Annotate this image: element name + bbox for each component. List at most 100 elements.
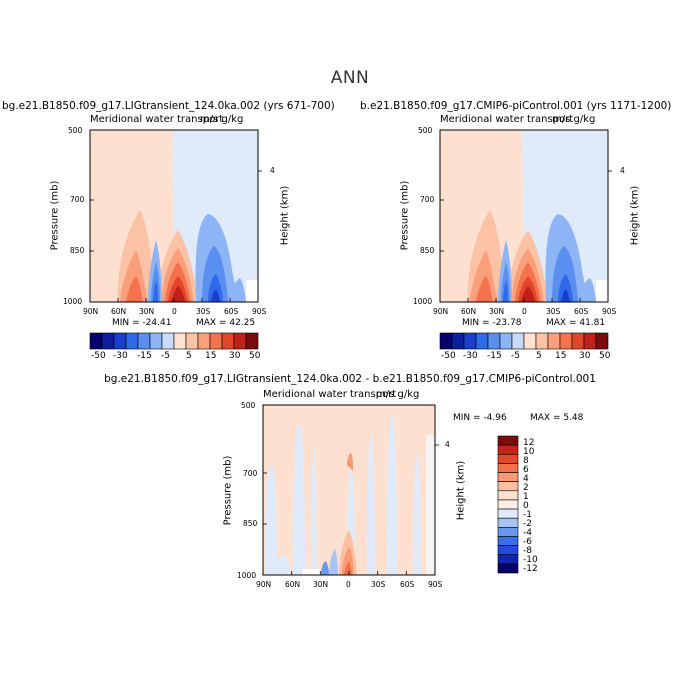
colorbar-swatch	[497, 453, 519, 464]
panel-pi-ytick: 700	[420, 195, 435, 204]
colorbar-swatch	[113, 332, 127, 350]
panel-pi-colorbar-label: -30	[463, 351, 478, 361]
panel-diff-ylabel: Pressure (mb)	[222, 455, 234, 526]
contour-region	[367, 435, 375, 575]
panel-diff-xtick: 30N	[313, 580, 329, 589]
panel-pi-colorbar-label: -5	[511, 351, 520, 361]
panel-pi-xtick: 90S	[602, 307, 617, 316]
colorbar-swatch	[559, 332, 573, 350]
contour-region	[329, 549, 338, 575]
panel-pi-ytick: 500	[418, 126, 433, 135]
colorbar-swatch	[497, 563, 519, 574]
panel-diff-xtick: 30S	[371, 580, 386, 589]
panel-diff-contours	[262, 404, 439, 576]
figure-suptitle: ANN	[330, 68, 370, 88]
colorbar-swatch	[497, 536, 519, 546]
panel-diff-colorbar-label: -12	[523, 564, 538, 574]
panel-diff-right-label: Height (km)	[455, 460, 467, 521]
panel-diff-colorbar-label: 0	[523, 501, 529, 511]
panel-diff-xtick: 90S	[428, 580, 443, 589]
panel-diff-colorbar-label: 6	[523, 465, 529, 475]
contour-region	[561, 289, 570, 302]
panel-pi-xtick: 60N	[461, 307, 477, 316]
contour-region	[208, 274, 223, 302]
contour-region	[552, 246, 578, 302]
panel-diff-colorbar	[497, 435, 519, 574]
contour-region	[321, 561, 329, 575]
panel-diff-xtick: 60N	[285, 580, 301, 589]
contour-region	[153, 280, 158, 302]
panel-diff-colorbar-label: 2	[523, 483, 529, 493]
colorbar-swatch	[497, 481, 519, 492]
panel-pi-plot	[439, 129, 612, 303]
surface-mask	[426, 435, 435, 575]
panel-lig-xtick: 0	[172, 307, 177, 316]
contour-region	[120, 250, 148, 302]
colorbar-swatch	[101, 332, 115, 350]
contour-region	[171, 286, 185, 302]
colorbar-swatch	[497, 490, 519, 501]
colorbar-swatch	[451, 332, 465, 350]
panel-diff-ytick: 700	[243, 469, 258, 478]
panel-lig-colorbar-label: 5	[186, 351, 192, 361]
panel-lig-right-tick: 4	[270, 166, 275, 175]
contour-region	[470, 250, 498, 302]
contour-region	[265, 465, 277, 575]
panel-pi-ytick: 850	[420, 246, 435, 255]
panel-lig-colorbar-label: 15	[205, 351, 217, 361]
contour-region	[413, 455, 421, 575]
contour-region	[230, 278, 246, 302]
panel-pi-xtick: 30S	[546, 307, 561, 316]
panel-pi-max: MAX = 41.81	[546, 318, 606, 328]
panel-lig-xtick: 90S	[252, 307, 267, 316]
panel-pi-colorbar-labels: -50 -30 -15 -5 5 15 30 50	[440, 351, 610, 363]
colorbar-swatch	[583, 332, 597, 350]
panel-lig-plot	[89, 129, 262, 303]
panel-lig-colorbar-label: -15	[137, 351, 152, 361]
panel-pi-min: MIN = -23.78	[462, 318, 522, 328]
colorbar-swatch	[497, 527, 519, 537]
contour-region	[293, 425, 305, 575]
panel-lig-ylabel: Pressure (mb)	[49, 180, 61, 251]
panel-pi-colorbar-label: -15	[487, 351, 502, 361]
contour-region	[558, 274, 573, 302]
panel-pi-variable-title: Meridional water transport	[440, 114, 574, 125]
colorbar-swatch	[497, 435, 519, 446]
background-cool	[172, 130, 258, 302]
panel-pi-xtick: 30N	[489, 307, 505, 316]
colorbar-swatch	[161, 332, 175, 350]
colorbar-swatch	[463, 332, 477, 350]
colorbar-swatch	[497, 444, 519, 455]
panel-lig-case-title: bg.e21.B1850.f09_g17.LIGtransient_124.0k…	[2, 100, 335, 112]
contour-region	[273, 555, 291, 575]
panel-lig-ytick: 1000	[63, 297, 83, 306]
panel-diff-units: m/s g/kg	[376, 389, 420, 400]
contour-region	[503, 280, 508, 302]
colorbar-swatch	[173, 332, 187, 350]
panel-lig-colorbar-label: -50	[91, 351, 106, 361]
panel-diff-ytick: 500	[241, 401, 256, 410]
contour-region	[344, 561, 352, 575]
panel-pi-xtick: 0	[522, 307, 527, 316]
panel-diff-colorbar-label: 10	[523, 447, 535, 457]
panel-diff-colorbar-label: 4	[523, 474, 529, 484]
panel-lig-variable-title: Meridional water transport	[90, 114, 224, 125]
contour-region	[347, 453, 353, 471]
panel-lig-ytick: 850	[70, 246, 85, 255]
colorbar-swatch	[439, 332, 453, 350]
colorbar-swatch	[547, 332, 561, 350]
contour-region	[342, 547, 354, 575]
panel-diff-colorbar-label: -10	[523, 555, 538, 565]
contour-region	[126, 276, 143, 302]
panel-diff-colorbar-label: -6	[523, 537, 532, 547]
panel-pi-colorbar-label: -50	[441, 351, 456, 361]
panel-pi-ytick: 1000	[413, 297, 433, 306]
background-cool	[522, 130, 608, 302]
colorbar-swatch	[125, 332, 139, 350]
colorbar-swatch	[511, 332, 525, 350]
colorbar-swatch	[221, 332, 235, 350]
panel-pi-colorbar-label: 15	[555, 351, 567, 361]
panel-pi-right-label: Height (km)	[629, 185, 641, 246]
panel-lig-xtick: 30S	[196, 307, 211, 316]
colorbar-swatch	[137, 332, 151, 350]
